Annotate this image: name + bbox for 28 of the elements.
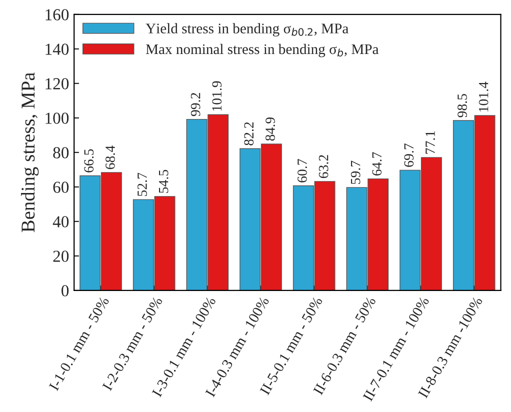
data-label: 101.4 — [478, 82, 488, 112]
legend-label: Max nominal stress in bending σ$_{b}$, MPa — [146, 44, 379, 58]
data-label: 98.5 — [458, 94, 467, 118]
data-label: 69.7 — [404, 144, 414, 167]
y-axis-title: Bending stress, MPa — [20, 72, 39, 232]
data-label: 52.7 — [138, 172, 147, 196]
data-label: 84.9 — [266, 117, 275, 141]
data-label: 64.7 — [372, 152, 382, 176]
data-label: 66.5 — [84, 149, 94, 172]
y-tick-label: 40 — [52, 216, 69, 228]
data-label: 99.2 — [190, 93, 200, 116]
y-tick-label: 80 — [53, 147, 69, 158]
y-tick-label: 0 — [62, 285, 69, 296]
y-tick-label: 100 — [46, 112, 69, 124]
data-label: 68.4 — [106, 146, 115, 170]
y-tick-label: 140 — [46, 44, 69, 55]
data-label: 63.2 — [318, 155, 328, 178]
data-label: 82.2 — [244, 122, 254, 146]
data-label: 60.7 — [298, 159, 307, 182]
data-label: 54.5 — [158, 170, 168, 193]
legend-label: Yield stress in bending σ$_{b0.2}$, MPa — [146, 23, 348, 36]
y-tick-label: 20 — [53, 250, 69, 262]
y-tick-label: 160 — [46, 9, 69, 20]
data-label: 59.7 — [350, 160, 360, 184]
y-tick-label: 120 — [46, 78, 69, 90]
data-label: 77.1 — [426, 131, 435, 154]
y-tick-label: 60 — [53, 182, 69, 193]
data-label: 101.9 — [212, 81, 222, 111]
